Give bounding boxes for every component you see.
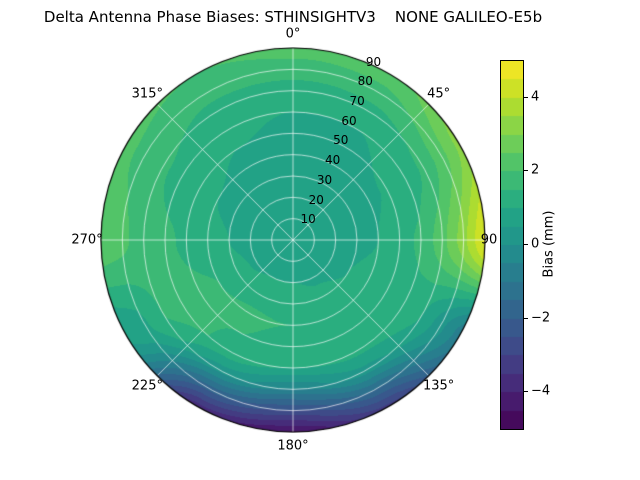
radial-tick-label: 30 [316,172,333,187]
radial-tick-label: 90 [365,54,382,69]
colorbar-tick-mark [524,96,528,98]
radial-tick-label: 50 [333,133,349,148]
chart-title: Delta Antenna Phase Biases: STHINSIGHTV3… [43,8,543,26]
azimuth-tick-label: 90 [480,232,498,248]
azimuth-tick-label: 0° [285,26,301,42]
azimuth-tick-label: 180° [277,438,309,454]
colorbar-tick-label: 4 [531,89,540,105]
azimuth-tick-label: 270° [71,232,103,248]
colorbar-tick-label: −2 [531,310,551,326]
radial-tick-label: 70 [349,94,365,109]
colorbar-tick-label: −4 [531,383,551,399]
colorbar-label: Bias (mm) [541,210,557,278]
colorbar-tick-mark [524,170,528,172]
azimuth-tick-label: 315° [131,86,163,102]
azimuth-tick-label: 135° [422,378,455,394]
colorbar-gradient [500,60,524,430]
colorbar-tick-label: 0 [531,236,540,252]
radial-tick-label: 10 [300,212,316,227]
colorbar-tick-mark [524,317,528,319]
radial-tick-label: 80 [357,74,373,89]
colorbar-tick-label: 2 [531,162,540,178]
radial-tick-label: 40 [325,153,341,168]
radial-tick-label: 20 [308,192,324,207]
colorbar-tick-mark [524,244,528,245]
azimuth-tick-label: 45° [427,86,451,102]
colorbar-tick-mark [524,391,528,393]
azimuth-tick-label: 225° [131,378,163,394]
radial-tick-label: 60 [341,113,357,128]
polar-contour-canvas [100,47,486,433]
